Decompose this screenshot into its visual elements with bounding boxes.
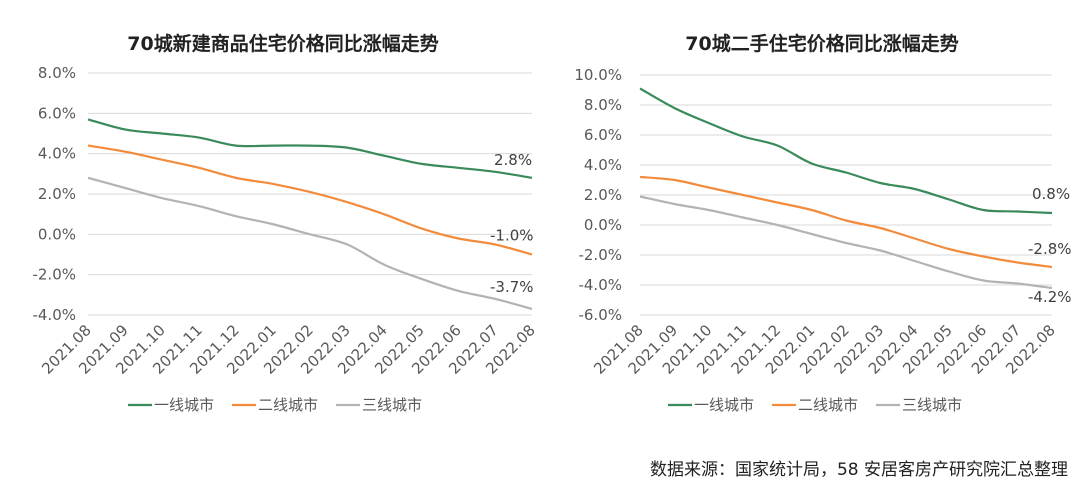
y-tick-label: 8.0%: [38, 64, 76, 82]
data-label: -3.7%: [490, 278, 534, 296]
y-tick-label: 8.0%: [584, 96, 622, 114]
chart-title: 70城新建商品住宅价格同比涨幅走势: [127, 32, 438, 55]
y-tick-label: -4.0%: [578, 276, 622, 294]
legend-label: 二线城市: [258, 396, 318, 414]
data-label: 0.8%: [1032, 185, 1070, 203]
series-line-2: [87, 144, 533, 256]
data-label: 2.8%: [494, 151, 532, 169]
legend-label: 一线城市: [154, 396, 214, 414]
y-tick-label: 4.0%: [584, 156, 622, 174]
legend-label: 一线城市: [694, 396, 754, 414]
data-source-note: 数据来源：国家统计局，58 安居客房产研究院汇总整理: [649, 460, 1068, 480]
y-tick-label: -4.0%: [32, 306, 76, 324]
series-line-3: [639, 195, 1053, 290]
y-tick-label: 4.0%: [38, 145, 76, 163]
y-tick-label: 10.0%: [574, 66, 622, 84]
y-tick-label: 0.0%: [38, 225, 76, 243]
y-tick-label: 6.0%: [38, 104, 76, 122]
legend-label: 二线城市: [798, 396, 858, 414]
series-line-1: [87, 118, 533, 179]
y-tick-label: 0.0%: [584, 216, 622, 234]
y-tick-label: 2.0%: [38, 185, 76, 203]
data-label: -1.0%: [490, 227, 534, 245]
y-tick-label: -6.0%: [578, 306, 622, 324]
y-tick-label: -2.0%: [32, 266, 76, 284]
data-label: -2.8%: [1028, 240, 1072, 258]
chart-title: 70城二手住宅价格同比涨幅走势: [685, 32, 958, 55]
series-line-3: [87, 176, 533, 311]
series-line-1: [639, 87, 1053, 215]
y-tick-label: 6.0%: [584, 126, 622, 144]
legend-label: 三线城市: [902, 396, 962, 414]
series-line-2: [639, 175, 1053, 269]
data-label: -4.2%: [1028, 288, 1072, 306]
y-tick-label: -2.0%: [578, 246, 622, 264]
y-tick-label: 2.0%: [584, 186, 622, 204]
legend-label: 三线城市: [362, 396, 422, 414]
